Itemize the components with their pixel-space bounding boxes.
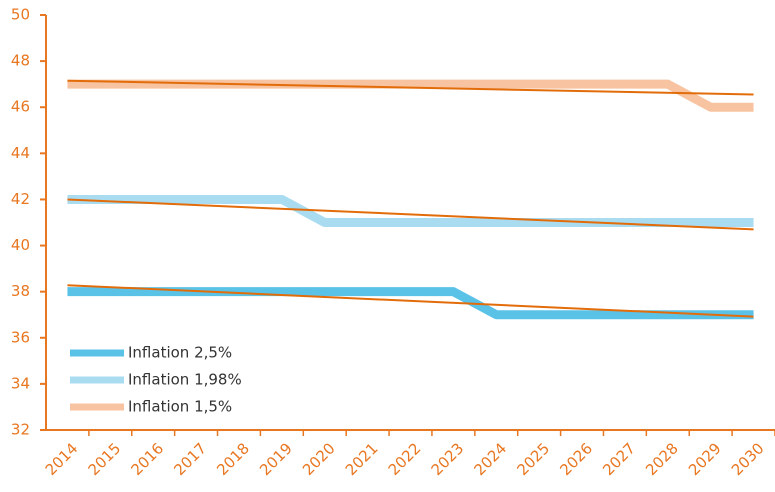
legend-label: Inflation 1,98% (128, 371, 242, 389)
y-tick-label: 38 (11, 282, 30, 300)
y-tick-label: 32 (11, 421, 30, 439)
trend-line (67, 284, 754, 318)
y-tick-label: 34 (11, 374, 30, 392)
y-tick-label: 40 (11, 236, 30, 254)
series-line (67, 287, 754, 320)
x-tick-label: 2014 (42, 439, 82, 479)
x-tick-label: 2029 (685, 439, 725, 479)
x-tick-label: 2030 (728, 439, 768, 479)
x-tick-label: 2025 (513, 439, 553, 479)
x-tick-label: 2027 (599, 439, 639, 479)
x-tick-label: 2026 (556, 439, 596, 479)
x-tick-label: 2028 (642, 439, 682, 479)
x-tick-label: 2020 (299, 439, 339, 479)
y-tick-label: 50 (11, 6, 30, 24)
legend-label: Inflation 1,5% (128, 398, 232, 416)
x-tick-label: 2021 (342, 439, 382, 479)
x-tick-label: 2023 (428, 439, 468, 479)
x-tick-label: 2018 (213, 439, 253, 479)
x-tick-label: 2019 (256, 439, 296, 479)
x-tick-label: 2024 (471, 439, 511, 479)
x-tick-label: 2017 (170, 439, 210, 479)
y-tick-label: 46 (11, 98, 30, 116)
series-line (67, 79, 754, 112)
legend-label: Inflation 2,5% (128, 344, 232, 362)
y-tick-label: 44 (11, 144, 30, 162)
trend-line (67, 198, 754, 231)
y-tick-label: 42 (11, 190, 30, 208)
y-tick-label: 48 (11, 52, 30, 70)
x-tick-label: 2016 (127, 439, 167, 479)
y-tick-label: 36 (11, 328, 30, 346)
series-line (67, 194, 754, 227)
trend-line (67, 79, 754, 96)
x-tick-label: 2022 (385, 439, 425, 479)
x-tick-label: 2015 (85, 439, 125, 479)
